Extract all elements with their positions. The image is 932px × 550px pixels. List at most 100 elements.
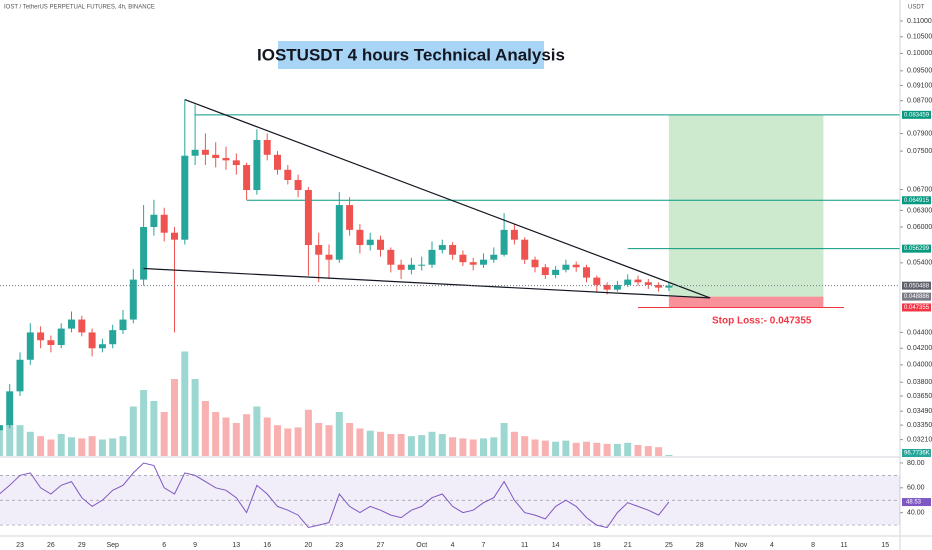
volume-bar bbox=[459, 438, 467, 456]
target-zone bbox=[668, 114, 824, 297]
volume-bar bbox=[109, 438, 117, 456]
price-tag-label: 0.083459 bbox=[904, 112, 930, 118]
title-box bbox=[278, 41, 544, 69]
candle-body bbox=[140, 227, 148, 280]
volume-bar bbox=[500, 423, 508, 456]
volume-bar bbox=[274, 425, 281, 456]
volume-bar bbox=[253, 406, 261, 456]
x-tick-label: Sep bbox=[106, 542, 119, 549]
volume-bar bbox=[119, 436, 127, 456]
candle-body bbox=[541, 267, 549, 275]
x-tick-label: 26 bbox=[47, 542, 55, 549]
volume-bar bbox=[57, 434, 65, 456]
candle-body bbox=[531, 259, 539, 268]
candle-body bbox=[490, 254, 498, 260]
candle-body bbox=[634, 279, 642, 283]
candle-body bbox=[232, 160, 240, 166]
volume-bar bbox=[140, 390, 148, 456]
x-tick-label: 8 bbox=[811, 542, 815, 549]
volume-bar bbox=[160, 412, 168, 456]
candle-body bbox=[98, 344, 106, 349]
volume-bar bbox=[346, 423, 354, 456]
candle-body bbox=[171, 232, 178, 240]
candle-body bbox=[469, 262, 477, 265]
volume-bar bbox=[438, 434, 446, 456]
candle-body bbox=[644, 282, 652, 285]
volume-bar bbox=[6, 423, 14, 456]
axis-unit: USDT bbox=[908, 5, 925, 11]
volume-bar bbox=[469, 439, 477, 456]
candle-body bbox=[263, 140, 271, 155]
volume-bar bbox=[47, 439, 55, 456]
candle-body bbox=[37, 332, 45, 341]
candle-body bbox=[613, 284, 621, 290]
candle-body bbox=[356, 229, 364, 246]
volume-bar bbox=[78, 438, 86, 456]
volume-bar bbox=[387, 434, 395, 456]
candle-body bbox=[325, 254, 333, 260]
volume-bar bbox=[232, 423, 240, 456]
candle-body bbox=[459, 254, 467, 263]
x-tick-label: Oct bbox=[416, 542, 427, 549]
price-tag bbox=[902, 110, 931, 119]
volume-bar bbox=[490, 437, 498, 456]
candle-body bbox=[315, 245, 323, 255]
x-tick-label: 11 bbox=[521, 542, 528, 549]
candle-body bbox=[68, 319, 75, 329]
candle-body bbox=[243, 165, 251, 191]
volume-bar bbox=[603, 443, 611, 456]
x-tick-label: 23 bbox=[335, 542, 343, 549]
volume-bar bbox=[552, 441, 560, 456]
candle-body bbox=[562, 264, 570, 270]
volume-bar bbox=[88, 436, 96, 456]
x-tick-label: 27 bbox=[377, 542, 385, 549]
volume-bar bbox=[634, 445, 642, 456]
candle-body bbox=[438, 245, 446, 250]
candle-body bbox=[377, 239, 384, 250]
price-tag bbox=[902, 281, 931, 290]
header: IOST / TetherUS PERPETUAL FUTURES, 4h, B… bbox=[4, 5, 155, 11]
y-tick-label: 0.032100 bbox=[907, 436, 932, 443]
rsi-tick-label: 80.00 bbox=[907, 460, 925, 467]
price-tag-label: 0.048886 bbox=[904, 294, 930, 300]
volume-bar bbox=[191, 379, 199, 456]
volume-bar bbox=[304, 409, 312, 456]
volume-bar bbox=[449, 437, 457, 456]
volume-bar bbox=[171, 379, 178, 456]
volume-bar bbox=[397, 434, 405, 456]
volume-bar bbox=[572, 442, 580, 456]
candle-body bbox=[150, 214, 158, 228]
x-tick-label: Nov bbox=[735, 542, 748, 549]
candle-body bbox=[129, 279, 137, 320]
trendline bbox=[143, 267, 711, 299]
rsi-tag-label: 48.53 bbox=[906, 500, 922, 506]
candle-body bbox=[510, 229, 518, 240]
x-tick-label: 11 bbox=[840, 542, 847, 549]
candle-body bbox=[366, 239, 374, 246]
candle-body bbox=[274, 154, 281, 170]
x-tick-label: 28 bbox=[696, 542, 704, 549]
rsi-tick-label: 60.00 bbox=[907, 485, 925, 492]
candle-body bbox=[109, 330, 117, 345]
volume-bar bbox=[129, 406, 137, 456]
volume-bar bbox=[583, 441, 590, 456]
candle-body bbox=[160, 214, 168, 233]
candle-body bbox=[521, 239, 529, 260]
candle-body bbox=[181, 155, 189, 240]
candle-body bbox=[449, 245, 457, 255]
x-tick-label: 23 bbox=[16, 542, 24, 549]
x-tick-label: 29 bbox=[78, 542, 86, 549]
x-tick-label: 4 bbox=[451, 542, 455, 549]
candle-body bbox=[346, 205, 354, 230]
